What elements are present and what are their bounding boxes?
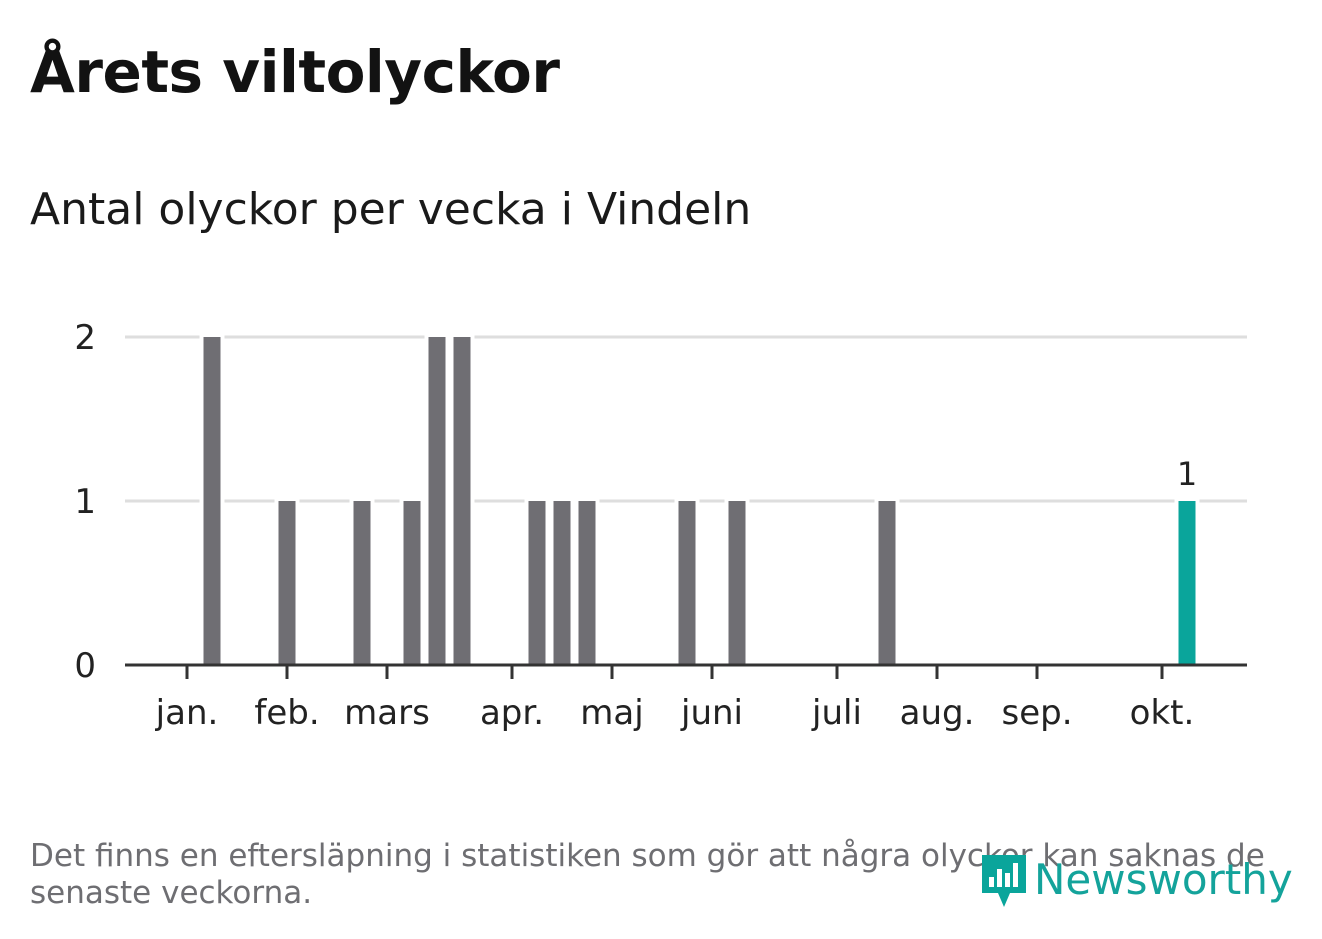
x-tick-label: okt. — [1130, 693, 1195, 733]
data-label: 1 — [1177, 455, 1197, 493]
bar — [728, 501, 746, 665]
highlight-bar — [1178, 501, 1196, 665]
chart-subtitle: Antal olyckor per vecka i Vindeln — [30, 184, 752, 235]
brand-name: Newsworthy — [1034, 854, 1293, 904]
bar — [428, 337, 446, 665]
bar — [528, 501, 546, 665]
bar — [453, 337, 471, 665]
bar — [553, 501, 571, 665]
x-tick-label: sep. — [1001, 693, 1072, 733]
x-tick-label: mars — [344, 693, 430, 733]
x-tick-label: feb. — [254, 693, 319, 733]
y-tick-label: 1 — [74, 482, 96, 522]
bar — [678, 501, 696, 665]
brand-logo: Newsworthy — [980, 848, 1293, 910]
x-tick-label: maj — [580, 693, 643, 733]
x-tick-label: apr. — [480, 693, 544, 733]
bar — [403, 501, 421, 665]
chart-title: Årets viltolyckor — [30, 38, 560, 106]
y-tick-label: 2 — [74, 318, 96, 358]
x-tick-label: juni — [680, 693, 743, 733]
bar — [578, 501, 596, 665]
footnote: Det finns en eftersläpning i statistiken… — [30, 838, 1265, 911]
bar — [203, 337, 221, 665]
x-tick-label: aug. — [900, 693, 975, 733]
bar — [353, 501, 371, 665]
bar — [278, 501, 296, 665]
bar-chart: 0 1 2 jan. feb. mars apr. maj juni juli aug. sep. ok… — [74, 318, 1247, 733]
x-tick-label: jan. — [155, 693, 219, 733]
x-tick-label: juli — [811, 693, 862, 733]
bar — [878, 501, 896, 665]
newsworthy-logo-icon — [982, 855, 1026, 907]
y-tick-label: 0 — [74, 646, 96, 686]
